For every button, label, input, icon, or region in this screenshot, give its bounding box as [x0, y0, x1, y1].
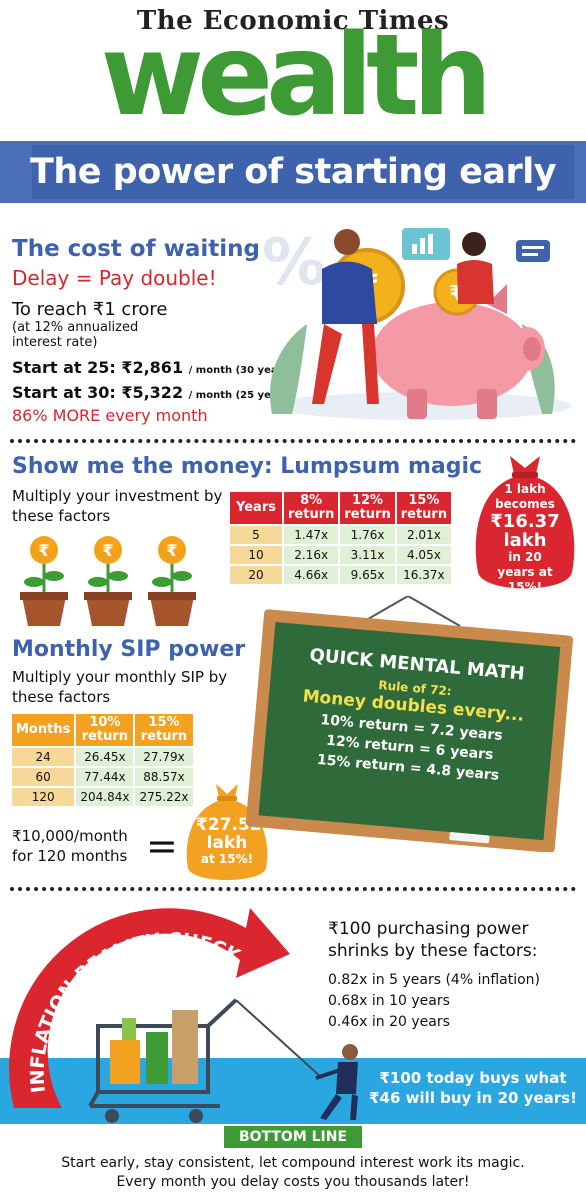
table-row: 5 1.47x 1.76x 2.01x [230, 526, 452, 544]
table-cell: 77.44x [76, 768, 134, 786]
table-cell: 24 [12, 748, 75, 766]
banner-inner [32, 145, 574, 199]
table-row: 60 77.44x 88.57x [12, 768, 193, 786]
table-cell: 26.45x [76, 748, 134, 766]
lumpsum-text: Multiply your investment by these factor… [12, 487, 223, 525]
svg-text:₹: ₹ [166, 541, 177, 560]
list-item: 0.68x in 10 years [328, 993, 450, 1009]
sip-example: ₹10,000/month for 120 months [12, 826, 128, 866]
table-cell: 20 [230, 566, 282, 584]
bottom-line-text-2: Every month you delay costs you thousand… [116, 1174, 470, 1190]
table-cell: 88.57x [135, 768, 193, 786]
table-header-row: Years 8% return 12% return 15% return [230, 492, 452, 524]
table-cell: 4.05x [396, 546, 452, 564]
goal-text: To reach ₹1 crore [12, 299, 168, 320]
svg-text:₹: ₹ [38, 541, 49, 560]
bag-line1: 1 lakh becomes [495, 482, 555, 511]
col-header: 12% return [340, 492, 395, 524]
start-30-label: Start at 30: ₹5,322 [12, 383, 184, 402]
table-row: 120 204.84x 275.22x [12, 788, 193, 806]
money-bag-lumpsum: 1 lakh becomes ₹16.37 lakh in 20 years a… [472, 452, 578, 602]
table-row: 20 4.66x 9.65x 16.37x [230, 566, 452, 584]
start-30-note: / month (25 years) [188, 390, 294, 401]
table-cell: 3.11x [340, 546, 395, 564]
sip-example-line1: ₹10,000/month [12, 827, 128, 845]
chalkboard-content: QUICK MENTAL MATH Rule of 72: Money doub… [273, 643, 553, 790]
title-banner: The power of starting early [0, 141, 586, 203]
bag-text: ₹27.52 lakh at 15%! [184, 816, 270, 867]
bag-amount: ₹16.37 lakh [490, 511, 560, 551]
bag-line3: in 20 years at 15%! [497, 550, 553, 594]
water-text: ₹100 today buys what ₹46 will buy in 20 … [369, 1069, 577, 1107]
businessman-icon [315, 1044, 358, 1120]
svg-text:₹: ₹ [102, 541, 113, 560]
sip-heading: Monthly SIP power [12, 637, 246, 662]
inflation-arrow-illustration: INFLATION REALITY CHECK [8, 908, 323, 1123]
cost-of-waiting-heading: The cost of waiting [12, 236, 260, 262]
list-item: 0.82x in 5 years (4% inflation) [328, 972, 541, 988]
sip-table: Months 10% return 15% return 24 26.45x 2… [10, 712, 195, 808]
col-header: Months [12, 714, 75, 746]
page-title: The power of starting early [29, 152, 557, 192]
table-cell: 5 [230, 526, 282, 544]
col-header: Years [230, 492, 282, 524]
sip-example-line2: for 120 months [12, 847, 128, 865]
col-header: 15% return [396, 492, 452, 524]
table-cell: 4.66x [284, 566, 339, 584]
table-cell: 16.37x [396, 566, 452, 584]
start-30-row: Start at 30: ₹5,322 / month (25 years) [12, 383, 293, 402]
trolley-icon [88, 998, 238, 1123]
plants-illustration: ₹ ₹ ₹ [20, 536, 196, 626]
start-25-row: Start at 25: ₹2,861 / month (30 years) [12, 358, 293, 377]
rate-note: (at 12% annualized interest rate) [12, 320, 139, 350]
bottom-line-label: BOTTOM LINE [224, 1126, 362, 1148]
table-cell: 1.76x [340, 526, 395, 544]
col-header: 10% return [76, 714, 134, 746]
table-cell: 9.65x [340, 566, 395, 584]
start-25-note: / month (30 years) [188, 365, 294, 376]
cost-conclusion: 86% MORE every month [12, 406, 208, 425]
table-cell: 2.01x [396, 526, 452, 544]
bag-amount: ₹27.52 lakh [196, 815, 262, 853]
list-item: 0.46x in 20 years [328, 1014, 450, 1030]
lumpsum-heading: Show me the money: Lumpsum magic [12, 454, 483, 479]
bag-text: 1 lakh becomes ₹16.37 lakh in 20 years a… [472, 482, 578, 595]
chalkboard-frame [245, 596, 574, 852]
table-cell: 275.22x [135, 788, 193, 806]
piggy-bank-illustration: % ₹ ₹ [262, 226, 572, 420]
table-header-row: Months 10% return 15% return [12, 714, 193, 746]
bottom-line-text: Start early, stay consistent, let compou… [0, 1154, 586, 1192]
table-row: 10 2.16x 3.11x 4.05x [230, 546, 452, 564]
table-cell: 2.16x [284, 546, 339, 564]
svg-text:%: % [262, 226, 326, 300]
chalkboard: QUICK MENTAL MATH Rule of 72: Money doub… [236, 596, 580, 852]
masthead-brand-logo: wealth [100, 11, 493, 141]
purchasing-power-heading: ₹100 purchasing power shrinks by these f… [328, 919, 538, 961]
masthead-publication: The Economic Times [136, 6, 450, 36]
table-cell: 120 [12, 788, 75, 806]
col-header: 15% return [135, 714, 193, 746]
bottom-line-text-1: Start early, stay consistent, let compou… [61, 1155, 525, 1171]
table-cell: 10 [230, 546, 282, 564]
money-bag-icon [475, 456, 575, 589]
table-row: 24 26.45x 27.79x [12, 748, 193, 766]
section-divider [10, 439, 576, 443]
table-cell: 1.47x [284, 526, 339, 544]
cost-of-waiting-subheading: Delay = Pay double! [12, 266, 217, 290]
purchasing-power-list: 0.82x in 5 years (4% inflation) 0.68x in… [328, 970, 540, 1033]
section-divider [10, 887, 576, 891]
table-cell: 27.79x [135, 748, 193, 766]
bag-note: at 15%! [200, 852, 254, 866]
col-header: 8% return [284, 492, 339, 524]
table-cell: 60 [12, 768, 75, 786]
equals-sign: = [146, 824, 178, 868]
start-25-label: Start at 25: ₹2,861 [12, 358, 184, 377]
sip-text: Multiply your monthly SIP by these facto… [12, 668, 228, 706]
lumpsum-table: Years 8% return 12% return 15% return 5 … [228, 490, 453, 586]
table-cell: 204.84x [76, 788, 134, 806]
